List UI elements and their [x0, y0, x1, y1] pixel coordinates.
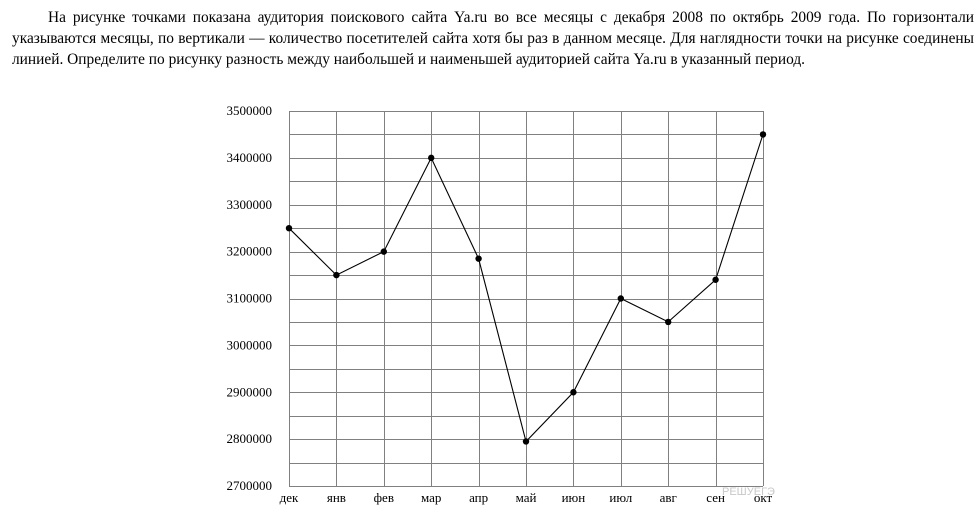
y-tick-label: 3100000 — [227, 291, 273, 306]
data-point — [522, 438, 530, 445]
data-point — [759, 131, 767, 138]
x-tick-label: авг — [660, 490, 677, 505]
data-point — [665, 318, 672, 326]
data-point — [712, 276, 719, 283]
data-point — [475, 255, 482, 262]
x-tick-label: июл — [609, 490, 632, 505]
x-tick-label: фев — [374, 490, 394, 505]
y-tick-label: 3000000 — [227, 337, 273, 352]
y-axis-tick-labels: 2700000 2800000 2900000 3000000 3100000 32000… — [227, 103, 273, 493]
x-tick-label: мар — [421, 490, 441, 505]
data-point — [428, 154, 435, 162]
x-tick-label: дек — [280, 490, 299, 505]
x-tick-label: апр — [469, 490, 488, 505]
grid — [289, 111, 764, 487]
y-tick-label: 2800000 — [227, 431, 273, 446]
x-tick-label: май — [516, 490, 537, 505]
x-tick-label: окт — [754, 490, 773, 505]
data-point — [380, 248, 387, 255]
y-tick-label: 3200000 — [227, 244, 273, 259]
data-point — [617, 295, 624, 302]
x-tick-label: июн — [562, 490, 586, 505]
problem-text: На рисунке точками показана аудитория по… — [12, 9, 974, 68]
x-tick-label: сен — [706, 490, 725, 505]
y-tick-label: 3300000 — [227, 197, 273, 212]
series-audience — [285, 131, 767, 445]
data-point — [333, 271, 340, 279]
watermark-text: РЕШУЕГЭ — [722, 486, 775, 498]
y-tick-label: 2900000 — [227, 384, 273, 399]
x-tick-label: янв — [327, 490, 346, 505]
data-point — [570, 389, 577, 396]
y-tick-label: 3400000 — [227, 150, 273, 165]
data-point — [285, 224, 293, 232]
y-tick-label: 2700000 — [227, 478, 273, 493]
y-tick-label: 3500000 — [227, 103, 273, 118]
x-axis-tick-labels: дек янв фев мар апр май июн июл авг сен окт — [280, 490, 773, 505]
